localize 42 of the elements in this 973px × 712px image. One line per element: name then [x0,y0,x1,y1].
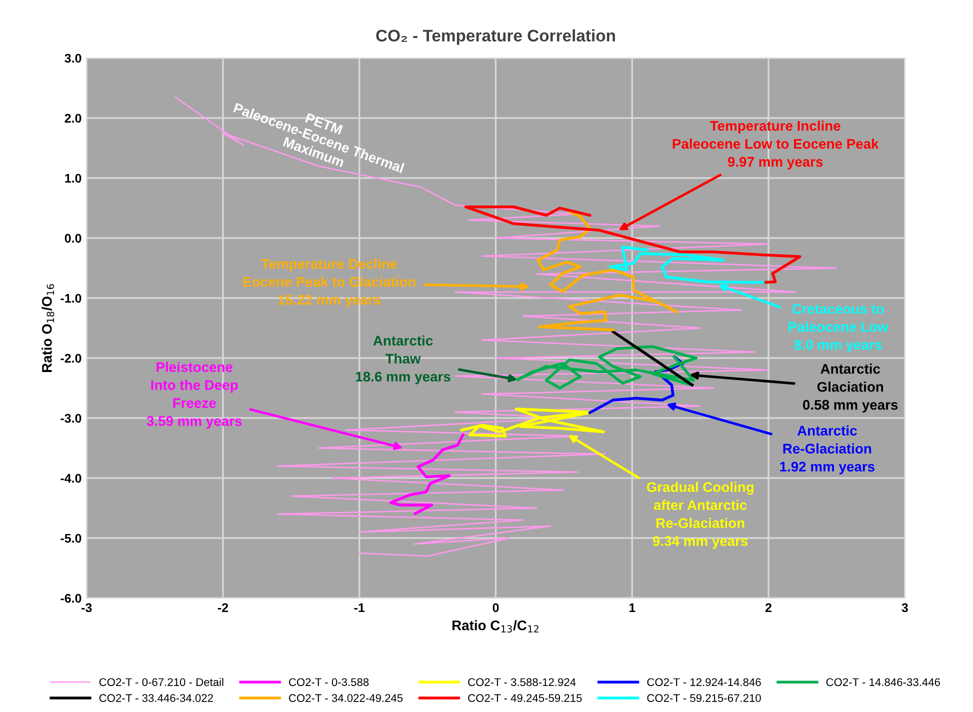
y-tick-label: 2.0 [64,114,82,123]
annotation: Gradual Cooling after Antarctic Re-Glaciation 9.34 mm years [646,482,754,549]
y-tick-label: -1.0 [60,294,82,303]
annotation: Antarctic Thaw 18.6 mm years [356,335,450,384]
y-axis-title: Ratio O$_{18}$/O$_{16}$ [42,284,54,372]
legend-label: CO2-T - 14.846-33.446 [826,678,940,686]
line-series [389,433,464,515]
y-tick-label: -4.0 [60,474,82,483]
legend-label: CO2-T - 12.924-14.846 [647,678,761,686]
x-tick-label: 1 [629,603,636,612]
annotation: Antarctic Glaciation 0.58 mm years [803,364,898,413]
y-tick-label: 3.0 [64,54,82,63]
line-series [460,408,605,438]
x-tick-label: -2 [218,603,228,612]
x-tick-label: -1 [354,603,365,612]
line-series [516,345,698,390]
legend-label: CO2-T - 0-67.210 - Detail [99,678,224,686]
line-series [464,205,802,284]
annotation: Pleistocene Into the Deep Freeze 3.59 mm years [146,362,242,429]
x-tick-label: -3 [82,603,92,612]
y-tick-label: -2.0 [60,354,82,363]
legend-label: CO2-T - 0-3.588 [288,678,369,686]
chart-title: CO₂ - Temperature Correlation [376,29,615,45]
annotation: Cretaceous to Paleocene Low 8.0 mm years [788,304,888,353]
x-tick-label: 2 [765,603,772,612]
legend-label: CO2-T - 49.245-59.215 [468,694,582,702]
y-tick-label: -6.0 [60,594,82,603]
annotation: Temperature Decline Eocene Peak to Glaciation 15.22 mm years [243,258,416,308]
annotation: Temperature Incline Paleocene Low to Eocene Peak 9.97 mm years [672,120,879,170]
x-axis-title: Ratio C$_{13}$/C$_{12}$ [452,620,538,633]
x-tick-label: 3 [902,603,908,612]
y-tick-label: 1.0 [65,174,82,183]
legend-label: CO2-T - 3.588-12.924 [468,678,576,686]
legend-label: CO2-T - 34.022-49.245 [288,694,403,702]
line-series [536,210,679,332]
legend-label: CO2-T - 59.215-67.210 [647,694,761,702]
x-tick-label: 0 [492,603,499,612]
y-tick-label: -3.0 [60,414,82,423]
legend-label: CO2-T - 33.446-34.022 [99,694,213,702]
y-tick-label: 0.0 [64,234,82,243]
y-tick-label: -5.0 [60,534,82,543]
annotation: Antarctic Re-Glaciation 1.92 mm years [780,425,874,474]
